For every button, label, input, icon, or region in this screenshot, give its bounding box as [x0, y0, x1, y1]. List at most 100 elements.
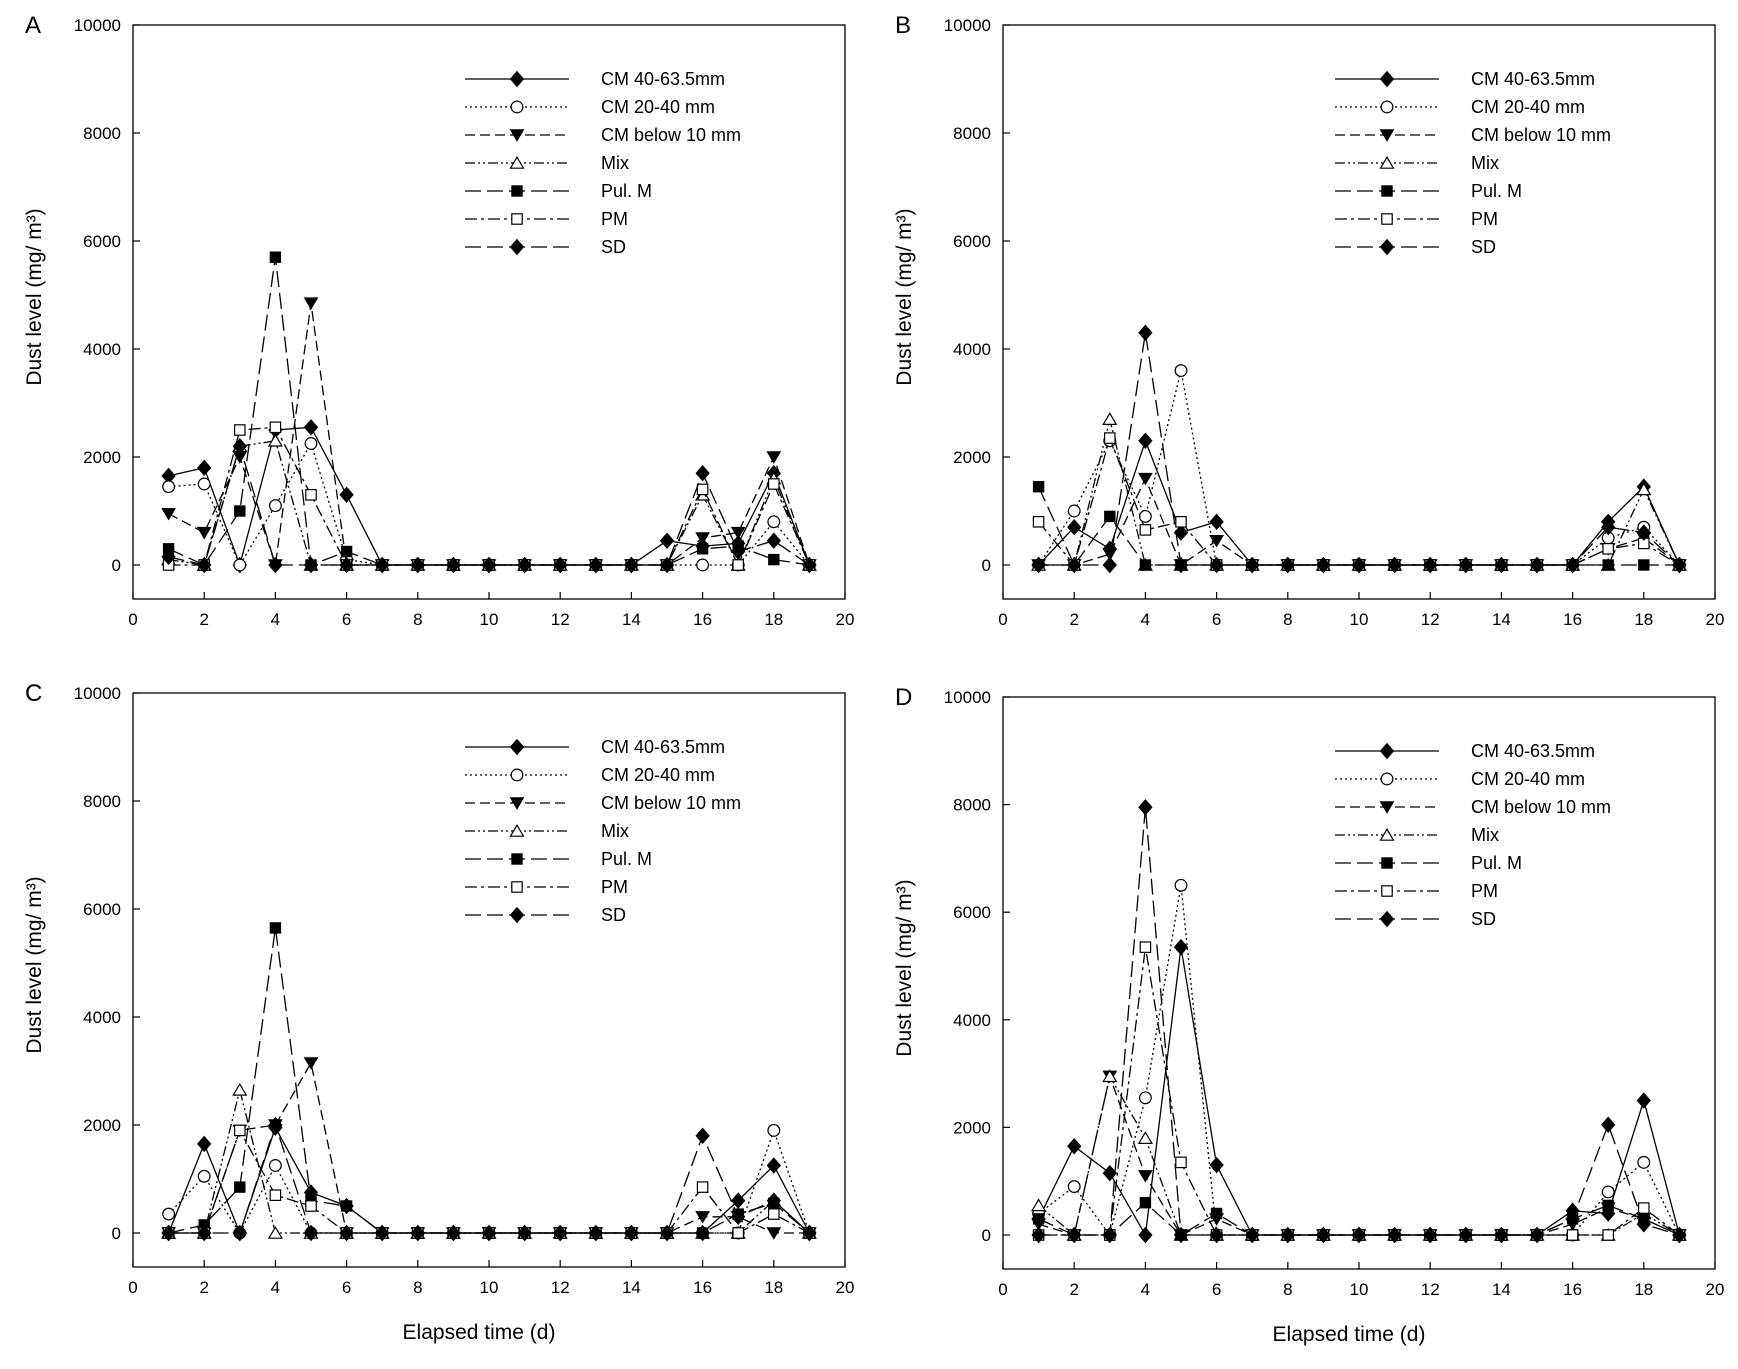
- y-tick-label: 2000: [953, 1118, 991, 1137]
- y-axis-label: Dust level (mg/ m³): [893, 879, 916, 1056]
- data-point: [768, 553, 780, 566]
- x-tick-label: 4: [271, 1278, 280, 1297]
- legend-marker: [1379, 238, 1395, 256]
- legend-label: Mix: [601, 821, 629, 841]
- legend-label: PM: [601, 877, 628, 897]
- legend-item: CM 20-40 mm: [465, 765, 715, 785]
- data-point: [1565, 556, 1580, 574]
- data-point: [1351, 1226, 1367, 1244]
- legend-marker: [510, 768, 524, 782]
- data-point: [446, 556, 461, 574]
- x-tick-label: 16: [1563, 610, 1582, 629]
- data-point: [767, 1123, 781, 1137]
- x-tick-label: 20: [1706, 610, 1725, 629]
- data-point: [1173, 556, 1189, 574]
- data-point: [1138, 509, 1152, 523]
- data-point: [767, 515, 781, 529]
- series-3: [161, 433, 817, 571]
- data-point: [234, 505, 246, 517]
- series-line: [168, 1061, 810, 1234]
- data-point: [1138, 1170, 1153, 1183]
- data-point: [269, 251, 282, 263]
- data-point: [232, 1224, 247, 1242]
- data-point: [161, 548, 176, 566]
- data-point: [732, 1227, 744, 1239]
- series-line: [168, 440, 811, 567]
- legend-label: SD: [601, 237, 626, 257]
- data-point: [1245, 1226, 1260, 1244]
- data-point: [1139, 524, 1152, 536]
- legend-item: Mix: [465, 153, 629, 173]
- legend-item: CM 40-63.5mm: [1335, 69, 1595, 89]
- legend-item: Pul. M: [1335, 853, 1522, 873]
- series-6: [161, 1116, 817, 1242]
- legend-marker: [509, 155, 525, 169]
- data-point: [339, 1224, 354, 1242]
- legend-marker: [509, 823, 525, 837]
- data-point: [1032, 481, 1045, 493]
- x-tick-label: 8: [413, 610, 422, 629]
- y-tick-label: 0: [982, 1226, 991, 1245]
- data-point: [303, 297, 319, 310]
- data-point: [232, 437, 247, 455]
- data-point: [481, 1224, 497, 1242]
- panel-d: D 0 2000 4000 6000 8000 10000 0 2 4 6 8 10 12 14 16 18 20…: [893, 684, 1724, 1346]
- legend-label: PM: [601, 209, 628, 229]
- data-point: [1565, 1210, 1580, 1228]
- x-tick-label: 2: [199, 1278, 208, 1297]
- series-line: [168, 443, 810, 566]
- legend-marker: [509, 797, 525, 810]
- x-tick-label: 0: [128, 610, 137, 629]
- legend-label: CM below 10 mm: [1471, 797, 1611, 817]
- x-tick-label: 4: [1141, 610, 1150, 629]
- legend-item: PM: [465, 877, 628, 897]
- data-point: [197, 1169, 211, 1183]
- legend-marker: [509, 238, 525, 256]
- data-point: [1174, 364, 1188, 378]
- legend-item: CM 40-63.5mm: [465, 69, 725, 89]
- panel-b: B 0 2000 4000 6000 8000 10000 0 2 4 6 8 10 12 14 16 18 20…: [893, 12, 1724, 629]
- data-point: [659, 556, 675, 574]
- panel-label: D: [895, 684, 912, 711]
- legend-item: SD: [465, 905, 626, 925]
- x-tick-label: 2: [1069, 610, 1078, 629]
- legend-item: PM: [1335, 881, 1498, 901]
- data-point: [1209, 556, 1224, 574]
- legend-item: CM 40-63.5mm: [465, 737, 725, 757]
- data-point: [1387, 1226, 1402, 1244]
- data-point: [410, 1224, 425, 1242]
- panel-c: C 0 2000 4000 6000 8000 10000 0 2 4 6 8 10 12 14 16 18 20…: [23, 680, 854, 1344]
- data-point: [234, 424, 246, 436]
- y-tick-label: 8000: [953, 124, 991, 143]
- legend-marker: [509, 738, 525, 756]
- x-tick-label: 0: [998, 610, 1007, 629]
- data-point: [1175, 515, 1187, 528]
- data-point: [1174, 878, 1188, 892]
- data-point: [268, 499, 282, 513]
- x-tick-label: 14: [622, 1278, 641, 1297]
- x-tick-label: 12: [551, 1278, 570, 1297]
- data-point: [305, 489, 317, 501]
- data-point: [1139, 1197, 1152, 1209]
- legend-marker: [511, 185, 523, 197]
- data-point: [303, 419, 319, 436]
- legend-label: CM below 10 mm: [601, 125, 741, 145]
- data-point: [1139, 941, 1152, 953]
- data-point: [624, 556, 639, 574]
- legend-label: PM: [1471, 881, 1498, 901]
- data-point: [588, 1224, 603, 1242]
- x-tick-label: 0: [998, 1280, 1007, 1299]
- series-line: [168, 1128, 811, 1235]
- series-6: [161, 437, 817, 574]
- data-point: [1245, 556, 1260, 574]
- data-point: [303, 556, 319, 574]
- data-point: [339, 556, 354, 574]
- data-point: [696, 543, 709, 555]
- y-axis-label: Dust level (mg/ m³): [893, 208, 916, 385]
- data-point: [234, 1181, 246, 1193]
- data-point: [303, 1057, 319, 1070]
- data-point: [1672, 1226, 1687, 1244]
- y-tick-label: 0: [112, 1224, 121, 1243]
- y-tick-label: 2000: [953, 448, 991, 467]
- data-point: [1636, 524, 1651, 541]
